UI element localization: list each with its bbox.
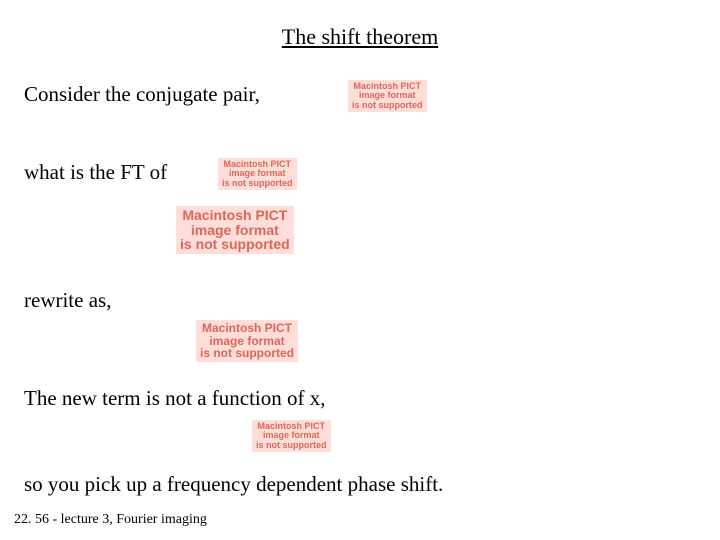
slide-title: The shift theorem — [0, 24, 720, 50]
pict-placeholder-icon: Macintosh PICT image format is not suppo… — [196, 320, 298, 362]
pict-text-3c: is not supported — [180, 236, 290, 252]
text-line-3: rewrite as, — [24, 288, 111, 313]
slide: The shift theorem Consider the conjugate… — [0, 0, 720, 540]
pict-text-3b: image format — [191, 222, 279, 238]
pict-placeholder-icon: Macintosh PICT image format is not suppo… — [218, 158, 297, 190]
slide-footer: 22. 56 - lecture 3, Fourier imaging — [14, 512, 207, 528]
pict-placeholder-icon: Macintosh PICT image format is not suppo… — [252, 420, 331, 452]
text-line-2: what is the FT of — [24, 160, 167, 185]
text-line-1: Consider the conjugate pair, — [24, 82, 260, 107]
pict-placeholder-icon: Macintosh PICT image format is not suppo… — [176, 206, 294, 254]
pict-text-3a: Macintosh PICT — [182, 207, 287, 223]
pict-text-5c: is not supported — [256, 440, 327, 450]
text-line-5: so you pick up a frequency dependent pha… — [24, 472, 443, 497]
pict-placeholder-icon: Macintosh PICT image format is not suppo… — [348, 80, 427, 112]
text-line-4: The new term is not a function of x, — [24, 386, 326, 411]
pict-text-2c: is not supported — [222, 178, 293, 188]
pict-text-1c: is not supported — [352, 100, 423, 110]
pict-text-4c: is not supported — [200, 346, 294, 360]
